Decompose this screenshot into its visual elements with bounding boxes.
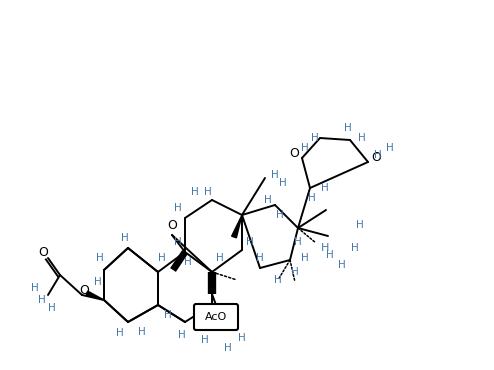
Text: O: O [289,147,299,159]
Text: H: H [38,295,46,305]
Text: H: H [174,203,182,213]
Text: H: H [308,193,316,203]
Text: H: H [201,335,209,345]
Text: H: H [191,187,199,197]
Text: H: H [196,317,204,327]
Text: H: H [301,253,309,263]
Text: H: H [311,133,319,143]
Text: H: H [246,237,254,247]
Text: H: H [326,250,334,260]
Text: H: H [178,330,186,340]
Text: H: H [294,237,302,247]
Text: H: H [121,233,129,243]
Text: H: H [338,260,346,270]
Text: H: H [358,133,366,143]
Polygon shape [232,215,242,238]
Text: H: H [321,183,329,193]
Text: H: H [216,253,224,263]
Text: O: O [167,219,177,232]
Text: H: H [386,143,394,153]
Text: AcO: AcO [205,312,227,322]
Text: H: H [164,310,172,320]
Text: O: O [38,246,48,259]
Text: H: H [279,178,287,188]
Text: H: H [301,143,309,153]
Text: H: H [276,210,284,220]
FancyBboxPatch shape [194,304,238,330]
Text: H: H [204,187,212,197]
Polygon shape [86,291,104,300]
Text: H: H [356,220,364,230]
Text: H: H [158,253,166,263]
Text: H: H [116,328,124,338]
Text: H: H [224,343,232,353]
Text: H: H [48,303,56,313]
Text: H: H [138,327,146,337]
Text: H: H [374,150,382,160]
Text: H: H [238,333,246,343]
Text: H: H [271,170,279,180]
Text: O: O [371,151,381,164]
Text: H: H [96,253,104,263]
Text: H: H [291,267,299,277]
Text: H: H [218,313,226,323]
Text: H: H [264,195,272,205]
Text: H: H [31,283,39,293]
Text: H: H [94,277,102,287]
Text: H: H [184,257,192,267]
Text: H: H [344,123,352,133]
Text: H: H [351,243,359,253]
Text: H: H [174,237,182,247]
Text: H: H [321,243,329,253]
Text: H: H [256,253,264,263]
Text: H: H [274,275,282,285]
Text: O: O [79,283,89,296]
